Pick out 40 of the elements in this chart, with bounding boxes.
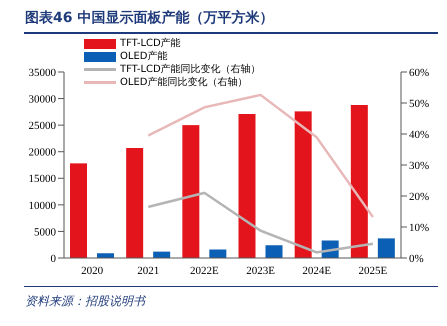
y2-tick-label: 10% [409,222,430,234]
y2-tick-label: 50% [409,98,430,110]
bar [126,148,144,258]
legend-label: TFT-LCD产能 [120,37,181,50]
y-tick-label: 20000 [28,146,56,159]
line-series [147,94,374,218]
legend-label: OLED产能 [120,50,168,63]
bar [378,238,395,258]
y-tick-label: 5000 [34,226,56,238]
text: 资料来源：招股说明书 [25,293,145,310]
bar [238,114,256,258]
legend-label: TFT-LCD产能同比变化（右轴） [120,63,261,76]
bar [294,111,312,258]
bar [182,125,200,258]
y2-tick-label: 40% [409,128,430,141]
bar [70,163,87,258]
bar [97,253,114,258]
x-tick-label: 2023E [246,264,276,277]
x-tick-label: 2022E [190,264,220,277]
y2-tick-label: 30% [409,160,430,172]
legend-label: OLED产能同比变化（右轴） [120,76,248,89]
line-series [147,192,374,254]
x-tick-label: 2020 [81,264,104,277]
bar [153,252,170,258]
y-tick-label: 25000 [28,120,56,132]
x-tick-label: 2024E [302,264,332,277]
x-tick-label: 2021 [137,264,160,277]
chart-title: 图表46 中国显示面板产能（万平方米） [25,9,274,27]
y2-tick-label: 0% [409,252,424,265]
x-tick-label: 2025E [358,264,388,277]
bar [266,245,282,258]
y-tick-label: 0 [50,252,56,265]
bar [350,104,368,258]
y-tick-label: 30000 [28,93,56,106]
y-tick-label: 35000 [28,66,56,79]
y2-tick-label: 60% [409,66,430,79]
y-tick-label: 10000 [28,200,56,212]
bar [209,249,226,258]
y2-tick-label: 20% [409,190,430,203]
y-tick-label: 15000 [28,173,56,186]
